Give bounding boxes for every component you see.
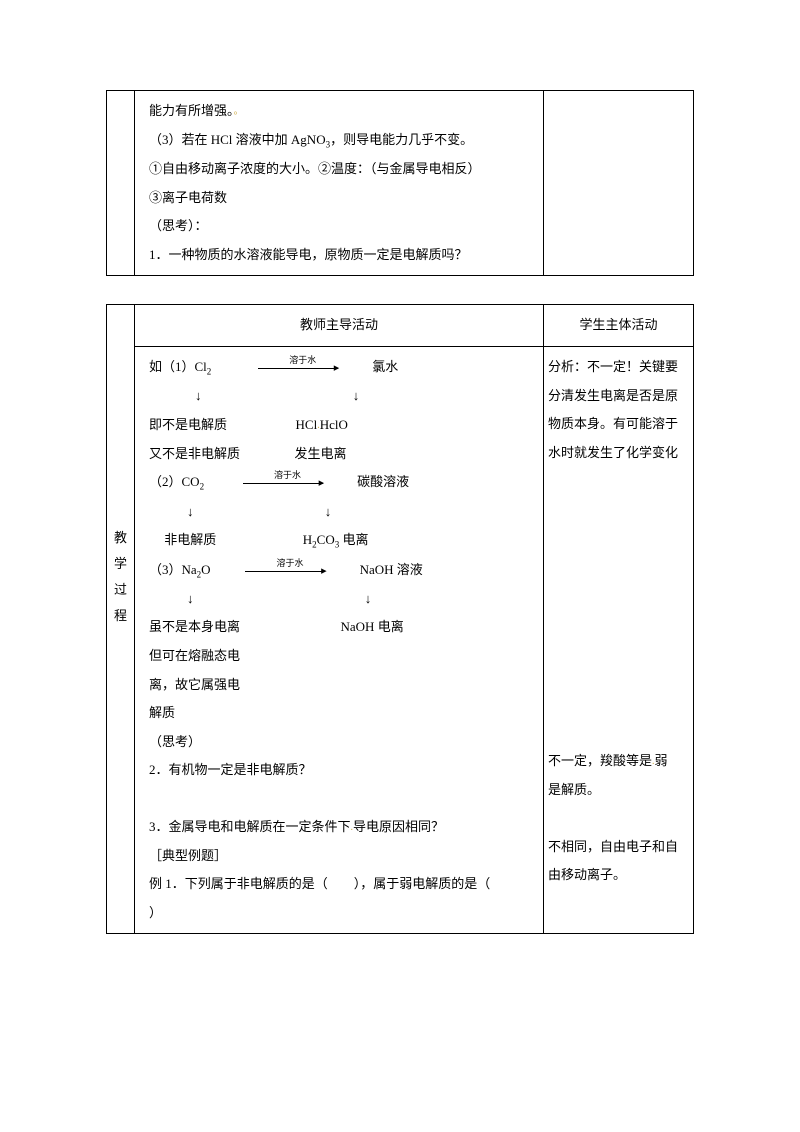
t1-l1m: 。 xyxy=(234,106,244,117)
s6: 是解质。 xyxy=(548,776,689,805)
r2a: ↓ xyxy=(195,382,202,411)
r6a: ↓ xyxy=(187,498,194,527)
vl-3: 过 xyxy=(111,577,130,603)
arrow-3: 溶于水▸ xyxy=(245,564,335,578)
vl-1: 教 xyxy=(111,525,130,551)
r3a: 即不是电解质 xyxy=(149,417,227,432)
r12: 离，故它属强电 xyxy=(149,671,539,700)
s1: 分析：不一定！关键要 xyxy=(548,353,689,382)
r8c: NaOH 溶液 xyxy=(360,562,423,577)
r7c: CO xyxy=(317,532,335,547)
r9b: ↓ xyxy=(365,585,372,614)
t1-l1a: 能力有所增强。 xyxy=(149,103,234,118)
r16a: 3．金属导电和电解质在一定条件下 xyxy=(149,819,351,834)
t1-l2a: （3）若在 HCl 溶液中加 AgNO xyxy=(149,132,326,147)
page: 能力有所增强。。 （3）若在 HCl 溶液中加 AgNO3，则导电能力几乎不变。… xyxy=(0,0,800,1132)
r10a: 虽不是本身电离 xyxy=(149,619,240,634)
teacher-cell: 如（1）Cl2 溶于水▸ 氯水 ↓ ↓ 即不是电解质 HCl.HclO xyxy=(135,346,544,933)
r19: ） xyxy=(149,899,539,928)
s8: 由移动离子。 xyxy=(548,861,689,890)
r17: ［典型例题］ xyxy=(149,842,539,871)
arrow-1: 溶于水▸ xyxy=(258,361,348,375)
s5b: 弱 xyxy=(655,753,668,768)
r10b: NaOH 电离 xyxy=(341,619,404,634)
t1-l5: （思考）： xyxy=(149,212,539,241)
r7a: 非电解质 xyxy=(164,532,216,547)
student-cell: 分析：不一定！关键要 分清发生电离是否是原 物质本身。有可能溶于 水时就发生了化… xyxy=(544,346,694,933)
r1b: 氯水 xyxy=(372,359,398,374)
r1a: 如（1）Cl xyxy=(149,359,207,374)
vl-2: 学 xyxy=(111,551,130,577)
r7b: H xyxy=(303,532,312,547)
t1-l4: ③离子电荷数 xyxy=(149,184,539,213)
r4b: 发生电离 xyxy=(295,446,347,461)
r16b: 导电原因相同？ xyxy=(353,819,444,834)
header-teacher: 教师主导活动 xyxy=(135,305,544,347)
r5a: （2）CO xyxy=(149,474,200,489)
vl-4: 程 xyxy=(111,603,130,629)
r4a: 又不是非电解质 xyxy=(149,446,240,461)
vertical-label-cell: 教 学 过 程 xyxy=(107,305,135,934)
t1-l3: ①自由移动离子浓度的大小。②温度：（与金属导电相反） xyxy=(149,155,539,184)
r2b: ↓ xyxy=(353,382,360,411)
header-student: 学生主体活动 xyxy=(544,305,694,347)
s5a: 不一定，羧酸等是 xyxy=(548,753,652,768)
r8a: （3）Na xyxy=(149,562,197,577)
s4: 水时就发生了化学变化 xyxy=(548,439,689,468)
s2: 分清发生电离是否是原 xyxy=(548,382,689,411)
s3: 物质本身。有可能溶于 xyxy=(548,410,689,439)
r6b: ↓ xyxy=(325,498,332,527)
upper-content-cell: 能力有所增强。。 （3）若在 HCl 溶液中加 AgNO3，则导电能力几乎不变。… xyxy=(135,91,544,276)
r3c: HclO xyxy=(320,417,348,432)
r9a: ↓ xyxy=(187,585,194,614)
r5b: 碳酸溶液 xyxy=(357,474,409,489)
arrow-2: 溶于水▸ xyxy=(243,476,333,490)
r11: 但可在熔融态电 xyxy=(149,642,539,671)
r7d: 电离 xyxy=(339,532,368,547)
t1-l6: 1．一种物质的水溶液能导电，原物质一定是电解质吗？ xyxy=(149,241,539,270)
r15: 2．有机物一定是非电解质？ xyxy=(149,756,539,785)
t1-l2b: ，则导电能力几乎不变。 xyxy=(330,132,473,147)
r1sub: 2 xyxy=(207,367,212,377)
r14: （思考） xyxy=(149,728,539,757)
s7: 不相同，自由电子和自 xyxy=(548,833,689,862)
r8b: O xyxy=(201,562,210,577)
r3b: HCl xyxy=(296,417,318,432)
upper-table: 能力有所增强。。 （3）若在 HCl 溶液中加 AgNO3，则导电能力几乎不变。… xyxy=(106,90,694,276)
upper-left-cell xyxy=(107,91,135,276)
r18: 例 1．下列属于非电解质的是（ ），属于弱电解质的是（ xyxy=(149,870,539,899)
lower-table: 教 学 过 程 教师主导活动 学生主体活动 如（1）Cl2 溶于水▸ 氯水 xyxy=(106,304,694,934)
upper-right-cell xyxy=(544,91,694,276)
r5sub: 2 xyxy=(200,482,205,492)
r13: 解质 xyxy=(149,699,539,728)
